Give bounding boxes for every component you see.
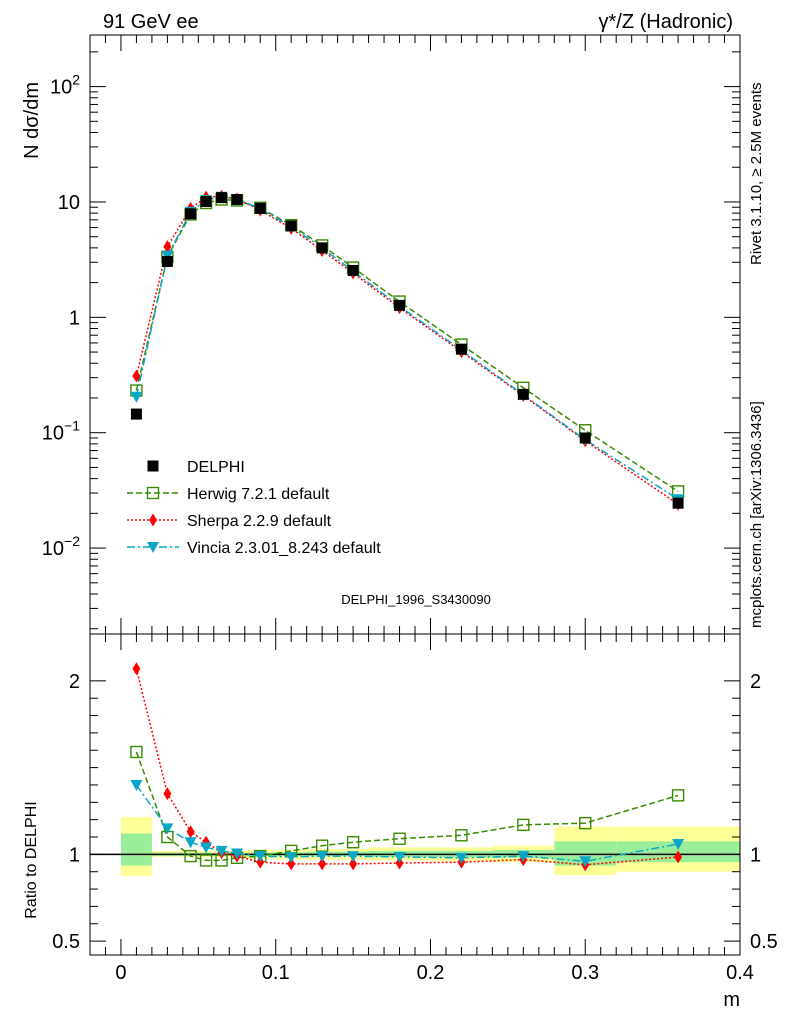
ratio-point-vincia [393, 851, 406, 863]
main-series-layer [130, 189, 685, 511]
ratio-point-sherpa [163, 787, 172, 801]
ratio-point-sherpa [318, 857, 327, 871]
ratio-y-tick-label-right: 2 [750, 671, 761, 693]
ratio-point-vincia [579, 856, 592, 868]
legend-marker-sherpa [149, 513, 157, 527]
ratio-plot-frame [89, 633, 741, 956]
main-axis-ticks: 10−2 10−1 1 10 102 [42, 35, 741, 634]
ratio-line-herwig [135, 751, 679, 862]
main-y-tick-label: 10−2 [42, 533, 80, 560]
ratio-y-tick-label-left: 2 [69, 671, 80, 693]
x-tick-label: 0 [115, 962, 126, 984]
main-point-data [316, 242, 328, 254]
main-point-sherpa [163, 240, 172, 254]
ratio-y-tick-label-right: 0.5 [750, 931, 778, 953]
legend-entry-vincia: Vincia 2.3.01_8.243 default [127, 540, 381, 557]
ratio-point-vincia [517, 851, 530, 863]
ratio-point-herwig [455, 829, 468, 842]
main-y-tick-label: 10−1 [42, 418, 80, 445]
ratio-point-vincia [200, 842, 213, 854]
main-point-data [200, 195, 212, 207]
ratio-point-vincia [184, 837, 197, 849]
main-point-data [285, 220, 297, 232]
legend-label-vincia: Vincia 2.3.01_8.243 default [187, 540, 381, 557]
ratio-point-sherpa [349, 857, 358, 871]
main-point-data [254, 202, 266, 214]
ratio-y-tick-label-left: 0.5 [52, 931, 80, 953]
main-point-data [231, 194, 243, 206]
ratio-point-herwig [579, 816, 592, 830]
legend-marker-herwig [146, 486, 160, 500]
ratio-point-sherpa [674, 850, 683, 864]
ratio-point-vincia [254, 851, 267, 863]
side-label-mcplots: mcplots.cern.ch [arXiv:1306.3436] [748, 401, 765, 628]
x-tick-label: 0.2 [417, 962, 445, 984]
main-point-data [455, 343, 467, 355]
ratio-point-sherpa [395, 856, 404, 870]
ratio-point-sherpa [287, 857, 296, 871]
ratio-y-tick-label-left: 1 [69, 844, 80, 866]
ratio-series-vincia [130, 779, 685, 868]
legend-label-herwig: Herwig 7.2.1 default [187, 486, 330, 503]
ratio-point-vincia [347, 851, 360, 863]
x-tick-label: 0.3 [571, 962, 599, 984]
ratio-point-herwig [517, 818, 530, 832]
legend-entry-sherpa: Sherpa 2.2.9 default [127, 513, 332, 530]
ratio-point-herwig [393, 832, 406, 845]
ratio-point-sherpa [256, 855, 265, 869]
main-point-data [130, 408, 142, 420]
ratio-point-vincia [231, 848, 244, 860]
legend-entry-data: DELPHI [147, 459, 245, 476]
legend-marker-data [147, 460, 159, 472]
main-point-data [216, 192, 228, 204]
main-point-data [185, 208, 197, 220]
main-point-data [394, 299, 406, 311]
legend-marker-vincia [147, 542, 159, 553]
side-label-rivet: Rivet 3.1.10, ≥ 2.5M events [748, 83, 765, 266]
main-point-sherpa [132, 369, 141, 383]
ratio-point-herwig [199, 854, 213, 867]
x-tick-label: 0.4 [726, 962, 754, 984]
main-point-data [517, 388, 529, 400]
main-y-tick-label: 10 [58, 192, 80, 214]
ratio-point-sherpa [132, 662, 141, 676]
ratio-point-vincia [316, 851, 329, 863]
ratio-point-herwig [130, 745, 143, 759]
main-y-tick-label: 102 [50, 72, 80, 99]
main-point-data [672, 497, 684, 509]
x-axis-label: m [723, 989, 740, 1011]
ratio-point-herwig [184, 849, 197, 863]
main-point-data [347, 264, 359, 276]
ratio-point-sherpa [186, 825, 195, 839]
main-y-tick-label: 1 [69, 307, 80, 329]
header-left: 91 GeV ee [103, 11, 199, 33]
ratio-axis-ticks: 0.5 0.5 1 1 2 2 0 0.1 0.2 0.3 0.4 [52, 634, 778, 984]
ratio-band-green [120, 833, 152, 866]
ratio-y-axis-label: Ratio to DELPHI [23, 801, 40, 918]
ratio-point-herwig [346, 836, 360, 849]
ratio-point-vincia [672, 838, 685, 850]
legend-entry-herwig: Herwig 7.2.1 default [127, 486, 330, 503]
ratio-point-herwig [671, 789, 685, 802]
ratio-point-vincia [130, 779, 143, 791]
ratio-point-vincia [161, 823, 174, 835]
ratio-y-tick-label-right: 1 [750, 844, 761, 866]
main-series-data [130, 192, 684, 509]
analysis-watermark: DELPHI_1996_S3430090 [341, 592, 491, 607]
ratio-series-layer [130, 662, 685, 872]
ratio-point-vincia [455, 852, 468, 864]
main-point-data [579, 432, 591, 444]
legend: DELPHI Herwig 7.2.1 default Sherpa 2.2.9 d… [127, 459, 381, 557]
header-right: γ*/Z (Hadronic) [599, 11, 733, 33]
legend-label-sherpa: Sherpa 2.2.9 default [187, 513, 332, 530]
main-y-axis-label: N dσ/dm [21, 82, 43, 159]
main-point-data [161, 255, 173, 267]
ratio-point-vincia [215, 845, 228, 857]
ratio-point-vincia [285, 851, 298, 863]
main-point-vincia [130, 391, 143, 403]
legend-label-data: DELPHI [187, 459, 245, 476]
x-tick-label: 0.1 [262, 962, 290, 984]
